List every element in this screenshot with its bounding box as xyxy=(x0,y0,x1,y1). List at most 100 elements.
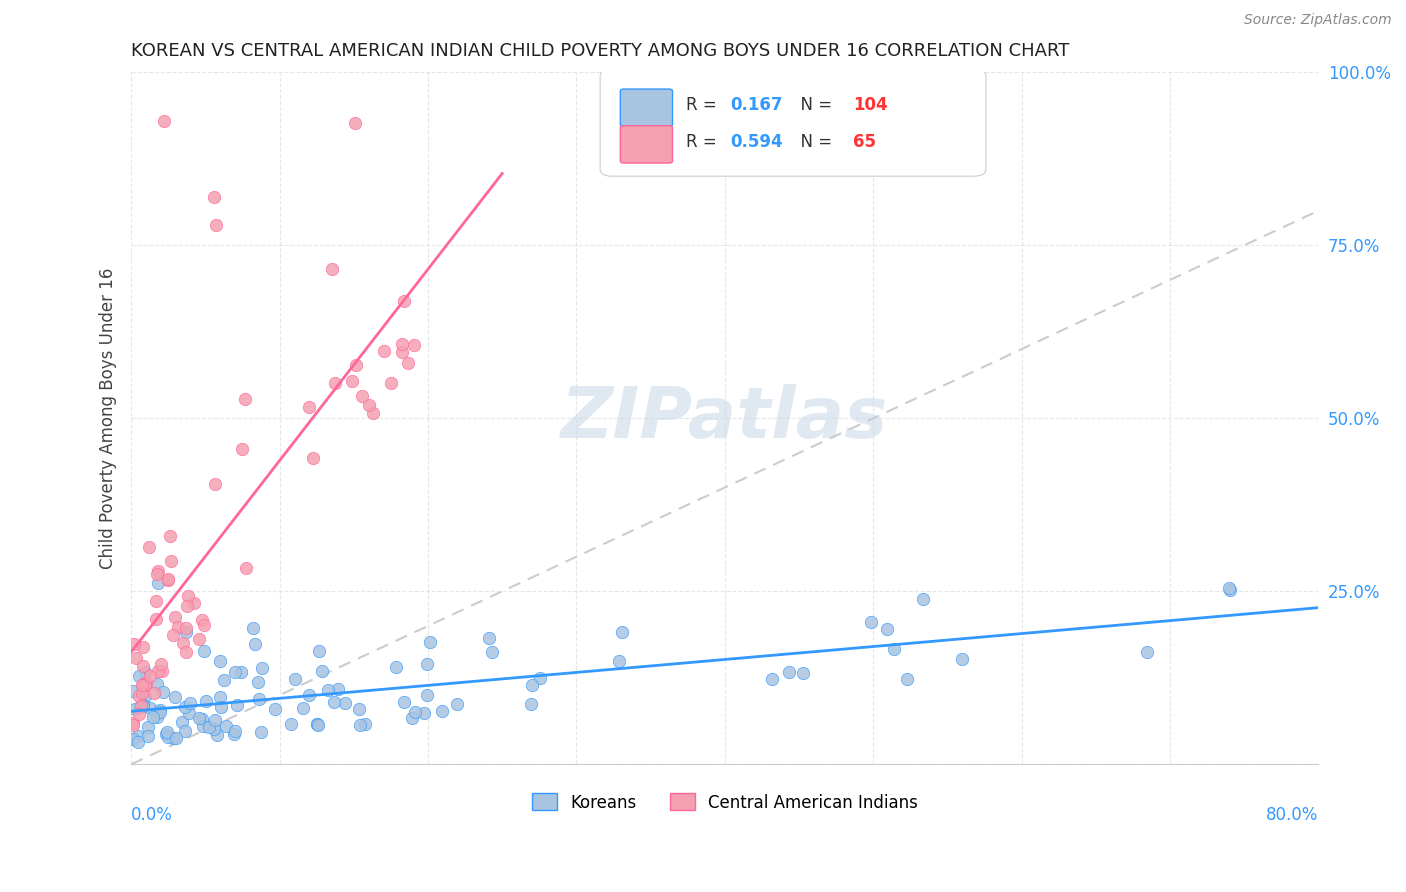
Point xyxy=(446,697,468,711)
Point xyxy=(194,694,217,708)
FancyBboxPatch shape xyxy=(600,69,986,177)
Point xyxy=(224,723,246,738)
Point xyxy=(316,682,339,697)
Point xyxy=(344,358,367,372)
Point xyxy=(176,599,198,613)
Point xyxy=(520,678,543,692)
Point xyxy=(129,700,152,714)
Point xyxy=(149,703,172,717)
Text: ZIPatlas: ZIPatlas xyxy=(561,384,889,453)
Point xyxy=(179,696,201,710)
Point xyxy=(353,717,375,731)
Point xyxy=(167,620,190,634)
Point xyxy=(373,343,395,358)
Point xyxy=(125,651,148,665)
Text: 104: 104 xyxy=(853,96,887,114)
Point xyxy=(529,671,551,685)
Text: 0.594: 0.594 xyxy=(731,133,783,151)
Point xyxy=(391,337,413,351)
Point xyxy=(209,690,232,704)
Point xyxy=(1135,645,1157,659)
Point xyxy=(191,719,214,733)
Point xyxy=(322,695,344,709)
Point xyxy=(198,720,221,734)
Point xyxy=(174,621,197,635)
Point xyxy=(912,591,935,606)
Point xyxy=(308,643,330,657)
Point xyxy=(326,682,349,697)
Point xyxy=(349,718,371,732)
Point xyxy=(134,689,156,703)
Point xyxy=(247,692,270,706)
Point xyxy=(342,374,364,388)
Point xyxy=(122,637,145,651)
Point xyxy=(792,666,814,681)
Text: KOREAN VS CENTRAL AMERICAN INDIAN CHILD POVERTY AMONG BOYS UNDER 16 CORRELATION : KOREAN VS CENTRAL AMERICAN INDIAN CHILD … xyxy=(131,42,1070,60)
Text: N =: N = xyxy=(790,96,838,114)
Point xyxy=(160,554,183,568)
Point xyxy=(477,632,499,646)
Point xyxy=(156,724,179,739)
Point xyxy=(235,561,257,575)
Point xyxy=(138,540,160,554)
Point xyxy=(143,685,166,699)
Point xyxy=(193,618,215,632)
Point xyxy=(128,706,150,721)
Point xyxy=(357,398,380,412)
Point xyxy=(392,695,415,709)
Point xyxy=(174,644,197,658)
Point xyxy=(146,566,169,581)
Point xyxy=(430,704,453,718)
Point xyxy=(157,574,180,588)
Point xyxy=(205,218,228,232)
Point xyxy=(229,665,252,679)
Point xyxy=(607,654,630,668)
Point xyxy=(202,190,225,204)
Point xyxy=(128,689,150,703)
Point xyxy=(396,356,419,370)
Point xyxy=(146,676,169,690)
Legend: Koreans, Central American Indians: Koreans, Central American Indians xyxy=(524,787,925,818)
Point xyxy=(233,392,256,407)
Point xyxy=(132,698,155,713)
Point xyxy=(231,442,253,456)
Point xyxy=(307,718,329,732)
Text: Source: ZipAtlas.com: Source: ZipAtlas.com xyxy=(1244,13,1392,28)
Point xyxy=(204,713,226,727)
Point xyxy=(520,698,543,712)
Point xyxy=(215,719,238,733)
Point xyxy=(166,731,188,746)
Point xyxy=(159,529,181,543)
Point xyxy=(162,627,184,641)
Point xyxy=(242,621,264,635)
Point xyxy=(224,665,246,679)
Point xyxy=(134,678,156,692)
Point xyxy=(190,614,212,628)
Point xyxy=(208,654,231,668)
Point xyxy=(146,664,169,678)
Point xyxy=(139,668,162,682)
Point xyxy=(416,657,439,671)
Point xyxy=(413,706,436,720)
Point xyxy=(142,710,165,724)
Point xyxy=(1218,582,1240,596)
Point xyxy=(305,717,328,731)
Point xyxy=(402,337,425,351)
FancyBboxPatch shape xyxy=(620,126,672,163)
Point xyxy=(150,657,173,672)
Point xyxy=(209,699,232,714)
Point xyxy=(172,635,194,649)
Point xyxy=(152,685,174,699)
Point xyxy=(280,716,302,731)
Point xyxy=(347,701,370,715)
Point xyxy=(1219,583,1241,598)
Point xyxy=(121,715,143,730)
Point xyxy=(250,725,273,739)
Point xyxy=(155,727,177,741)
Point xyxy=(335,696,357,710)
Point xyxy=(179,706,201,720)
Point xyxy=(163,610,186,624)
Point xyxy=(157,730,180,744)
FancyBboxPatch shape xyxy=(620,89,672,127)
Point xyxy=(163,690,186,705)
